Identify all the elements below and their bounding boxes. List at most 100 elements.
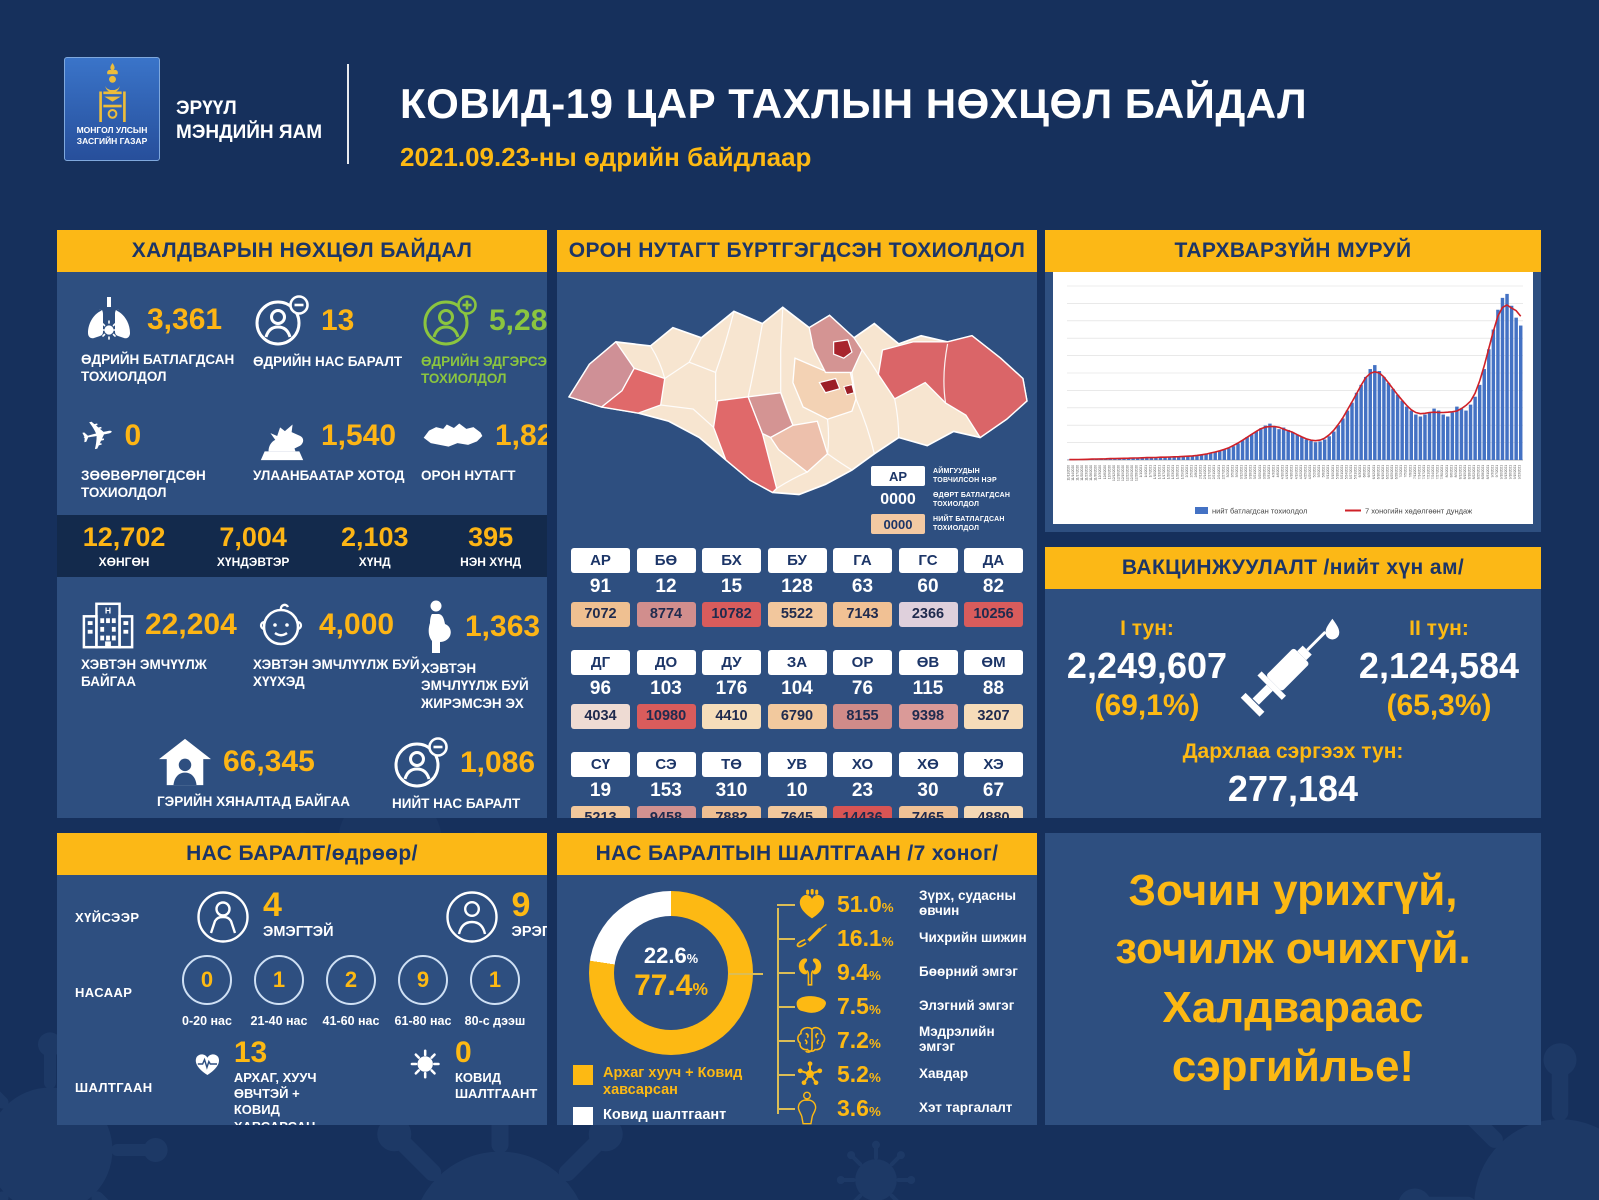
province-daily-count: 19 (589, 780, 612, 801)
booster-block: Дархлаа сэргээх тун: 277,184 (1065, 740, 1521, 810)
province-cell-СҮ: СҮ 19 5213 (571, 752, 630, 818)
province-daily-count: 63 (851, 576, 874, 597)
province-code: ДГ (571, 650, 630, 675)
svg-text:8/6/2021: 8/6/2021 (1449, 465, 1453, 478)
svg-text:1/17/2021: 1/17/2021 (1162, 465, 1166, 479)
svg-text:4/6/2021: 4/6/2021 (1276, 465, 1280, 478)
booster-value: 277,184 (1227, 768, 1359, 809)
svg-text:3/25/2021: 3/25/2021 (1258, 465, 1262, 479)
person-minus-icon (255, 295, 309, 346)
svg-text:6/25/2021: 6/25/2021 (1390, 465, 1394, 479)
province-table-row: ДГ 96 4034 ДО 103 10980 ДУ 176 4410 ЗА 104 6790 ОР 76… (571, 650, 1023, 729)
svg-text:3/12/2021: 3/12/2021 (1240, 465, 1244, 479)
svg-text:9/13/2021: 9/13/2021 (1504, 465, 1508, 479)
province-code: ХЭ (964, 752, 1023, 777)
svg-text:8/9/2021: 8/9/2021 (1454, 465, 1458, 478)
svg-text:5/11/2021: 5/11/2021 (1326, 465, 1330, 479)
svg-text:1/7/2021: 1/7/2021 (1148, 465, 1152, 478)
cause-obesity: 3.6% Хэт таргалалт (777, 1091, 1027, 1125)
province-cell-ӨВ: ӨВ 115 9398 (898, 650, 958, 729)
vaccination-panel-title: ВАКЦИНЖУУЛАЛТ /нийт хүн ам/ (1045, 547, 1541, 589)
dose2-percent: (65,3%) (1386, 688, 1492, 722)
obesity-icon (797, 1091, 817, 1125)
province-cell-ХӨ: ХӨ 30 7465 (898, 752, 958, 818)
svg-text:9/7/2021: 9/7/2021 (1495, 465, 1499, 478)
statue-icon (260, 423, 304, 460)
person-minus-icon (394, 737, 448, 788)
legend-daily-label: ӨДӨРТ БАТЛАГДСАН ТОХИОЛДОЛ (933, 491, 1011, 508)
province-code: ТӨ (702, 752, 761, 777)
svg-text:7/21/2021: 7/21/2021 (1427, 465, 1431, 479)
province-code: СҮ (571, 752, 630, 777)
mongolia-choropleth-map: АР АЙМГУУДЫН ТОВЧИЛСОН НЭР 0000 ӨДӨРТ БАТ… (557, 272, 1037, 538)
province-daily-count: 176 (715, 678, 748, 699)
svg-text:11/11/2020: 11/11/2020 (1066, 465, 1070, 481)
infection-panel-title: ХАЛДВАРЫН НӨХЦӨЛ БАЙДАЛ (57, 230, 547, 272)
svg-text:6/22/2021: 6/22/2021 (1385, 465, 1389, 479)
province-total-count: 14436 (833, 806, 892, 818)
svg-text:1/13/2021: 1/13/2021 (1157, 465, 1161, 479)
province-daily-count: 96 (589, 678, 612, 699)
province-total-count: 4034 (571, 704, 630, 729)
male-icon (445, 891, 498, 943)
svg-text:2/14/2021: 2/14/2021 (1203, 465, 1207, 479)
province-table-row: СҮ 19 5213 СЭ 153 9458 ТӨ 310 7882 УВ 10 7645 ХО 23 14… (571, 752, 1023, 818)
stat-daily-recovered: 5,286 ӨДРИЙН ЭДГЭРСЭН ТОХИОЛДОЛ (421, 294, 547, 388)
svg-text:5/5/2021: 5/5/2021 (1317, 465, 1321, 478)
province-cell-БУ: БУ 128 5522 (767, 548, 827, 627)
province-cell-ГС: ГС 60 2366 (898, 548, 958, 627)
virus-icon (410, 1049, 440, 1079)
legend-comorbid: Архаг хууч + Ковид хавсарсан (573, 1065, 769, 1098)
svg-text:12/28/2020: 12/28/2020 (1135, 465, 1139, 481)
svg-text:7/8/2021: 7/8/2021 (1408, 465, 1412, 478)
svg-text:6/28/2021: 6/28/2021 (1395, 465, 1399, 479)
svg-text:9/16/2021: 9/16/2021 (1509, 465, 1513, 479)
province-cell-ДО: ДО 103 10980 (636, 650, 696, 729)
province-cell-ДА: ДА 82 10256 (964, 548, 1023, 627)
province-total-count: 4410 (702, 704, 761, 729)
cause-diabetes: 16.1% Чихрийн шижин (777, 921, 1027, 955)
pregnant-icon (428, 600, 451, 654)
bracket-spine (777, 908, 779, 1114)
province-code: ДУ (702, 650, 761, 675)
svg-text:8/18/2021: 8/18/2021 (1468, 465, 1472, 479)
message-panel: Зочин урихгүй, зочилж очихгүй. Халдвараа… (1045, 833, 1541, 1125)
svg-text:12/19/2020: 12/19/2020 (1121, 465, 1125, 481)
svg-text:4/22/2021: 4/22/2021 (1299, 465, 1303, 479)
map-legend: АР АЙМГУУДЫН ТОВЧИЛСОН НЭР 0000 ӨДӨРТ БАТ… (871, 462, 1025, 534)
province-total-count: 7882 (702, 806, 761, 818)
province-cell-ХЭ: ХЭ 67 4880 (964, 752, 1023, 818)
stat-provinces: 1,821 ОРОН НУТАГТ (421, 418, 547, 483)
svg-text:12/25/2020: 12/25/2020 (1130, 465, 1134, 481)
province-cell-ОР: ОР 76 8155 (833, 650, 892, 729)
stat-ulaanbaatar: 1,540 УЛААНБААТАР ХОТОД (253, 410, 421, 502)
province-code: ӨМ (964, 650, 1023, 675)
svg-text:11/30/2020: 11/30/2020 (1094, 465, 1098, 481)
booster-label: Дархлаа сэргээх тун: (1182, 740, 1404, 763)
province-total-count: 10256 (964, 602, 1023, 627)
stat-home-isolation: 66,345 ГЭРИЙН ХЯНАЛТАД БАЙГАА (157, 736, 392, 812)
province-daily-count: 76 (851, 678, 874, 699)
svg-text:1/10/2021: 1/10/2021 (1153, 465, 1157, 479)
province-code: АР (571, 548, 630, 573)
svg-text:8/15/2021: 8/15/2021 (1463, 465, 1467, 479)
cause-kidney: 9.4% Бөөрний эмгэг (777, 955, 1027, 989)
age-group-41-60: 2 41-60 нас (315, 955, 387, 1029)
svg-text:4/19/2021: 4/19/2021 (1294, 465, 1298, 479)
province-code: ЗА (767, 650, 827, 675)
svg-text:4/16/2021: 4/16/2021 (1290, 465, 1294, 479)
ministry-name: ЭРҮҮЛ МЭНДИЙН ЯАМ (176, 98, 323, 143)
cause-heart: 51.0% Зүрх, судасны өвчин (777, 887, 1027, 921)
province-daily-count: 153 (650, 780, 682, 801)
province-code: ӨВ (898, 650, 958, 675)
deaths-female: 4 ЭМЭГТЭЙ (195, 888, 334, 945)
syringe-icon (1240, 618, 1340, 717)
province-total-count: 3207 (964, 704, 1023, 729)
dose1-value: 2,249,607 (1066, 644, 1228, 686)
death-cause-donut-chart: 22.6% 77.4% (589, 891, 753, 1055)
donut-covid-share: 22.6% (643, 943, 699, 968)
government-logo: МОНГОЛ УЛСЫН ЗАСГИЙН ГАЗАР (64, 57, 160, 161)
province-panel: ОРОН НУТАГТ БҮРТГЭГДСЭН ТОХИОЛДОЛ (557, 230, 1037, 818)
age-group-21-40: 1 21-40 нас (243, 955, 315, 1029)
insulin-pen-icon (796, 923, 827, 948)
